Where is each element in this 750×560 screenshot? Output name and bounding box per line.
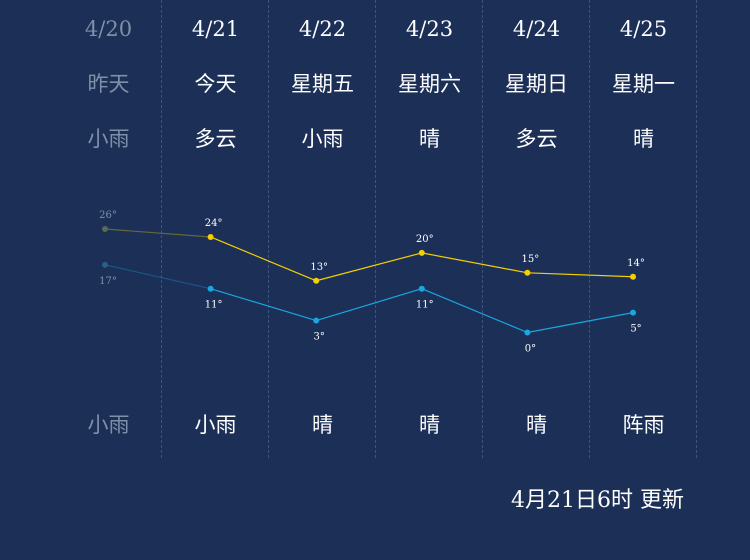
column-divider	[161, 0, 162, 458]
low-temp-label: 0°	[525, 344, 536, 355]
low-temp-point	[418, 285, 425, 292]
day-column: 4/21 今天 多云 小雨	[162, 0, 269, 458]
high-temp-point	[102, 226, 108, 233]
night-weather-label: 晴	[526, 413, 547, 437]
high-temp-label: 15°	[522, 254, 540, 265]
high-temp-line-segment	[210, 236, 317, 282]
low-temp-line-segment	[104, 264, 211, 290]
column-divider	[268, 0, 269, 458]
high-temp-label: 20°	[416, 234, 434, 245]
weekday-label: 星期日	[505, 72, 568, 96]
high-temp-point	[630, 273, 636, 280]
night-weather-label: 阵雨	[622, 413, 665, 437]
temperature-chart: 26° 24° 13° 20° 15° 14° 17° 11° 3° 11° 0° 5°	[99, 210, 645, 355]
date-label: 4/20	[84, 17, 133, 41]
day-weather-label: 多云	[515, 127, 558, 151]
low-temp-line-segment	[421, 288, 528, 334]
low-temp-label: 5°	[630, 324, 641, 335]
night-weather-label: 小雨	[194, 413, 237, 437]
high-temp-point	[313, 277, 320, 284]
day-column: 4/23 星期六 晴 晴	[376, 0, 483, 458]
high-temp-label: 13°	[310, 262, 328, 273]
day-weather-label: 晴	[419, 127, 440, 151]
low-temp-point	[524, 329, 531, 336]
date-label: 4/22	[298, 17, 347, 41]
weekday-label: 昨天	[87, 72, 130, 96]
date-label: 4/23	[405, 17, 454, 41]
low-temp-point	[630, 309, 636, 316]
day-column: 4/25 星期一 晴 阵雨	[590, 0, 697, 458]
high-temp-label: 26°	[99, 210, 117, 221]
weekday-label: 星期一	[612, 72, 675, 96]
weekday-label: 星期五	[291, 72, 354, 96]
high-temp-line-segment	[104, 228, 211, 238]
weekday-label: 今天	[194, 72, 237, 96]
day-weather-label: 多云	[194, 127, 237, 151]
low-temp-label: 17°	[99, 276, 117, 287]
column-divider	[589, 0, 590, 458]
low-temp-line-segment	[316, 288, 422, 322]
date-label: 4/21	[191, 17, 240, 41]
day-column: 4/20 昨天 小雨 小雨	[55, 0, 162, 458]
high-temp-label: 24°	[205, 218, 223, 229]
date-label: 4/25	[619, 17, 668, 41]
day-weather-label: 小雨	[87, 127, 130, 151]
update-time-label: 4月21日6时 更新	[511, 488, 684, 513]
night-weather-label: 小雨	[87, 413, 130, 437]
date-label: 4/24	[512, 17, 561, 41]
high-temp-label: 14°	[627, 258, 645, 269]
day-column: 4/24 星期日 多云 晴	[483, 0, 590, 458]
low-temp-label: 11°	[416, 300, 434, 311]
low-temp-point	[207, 285, 214, 292]
day-weather-label: 小雨	[301, 127, 344, 151]
high-temp-line-segment	[527, 272, 634, 278]
low-temp-label: 3°	[314, 332, 325, 343]
column-divider	[482, 0, 483, 458]
night-weather-label: 晴	[419, 413, 440, 437]
low-temp-label: 11°	[205, 300, 223, 311]
high-temp-line-segment	[421, 252, 528, 274]
day-column: 4/22 星期五 小雨 晴	[269, 0, 376, 458]
low-temp-point	[313, 317, 320, 324]
high-temp-point	[207, 233, 214, 240]
column-divider	[696, 0, 697, 458]
column-divider	[375, 0, 376, 458]
high-temp-point	[418, 249, 425, 256]
forecast-grid: 4/20 昨天 小雨 小雨 4/21 今天 多云 小雨 4/22 星期五 小雨 …	[55, 0, 697, 460]
low-temp-line-segment	[210, 288, 317, 322]
weekday-label: 星期六	[398, 72, 461, 96]
high-temp-line-segment	[316, 252, 422, 282]
high-temp-point	[524, 269, 531, 276]
low-temp-point	[102, 261, 108, 268]
low-temp-line-segment	[527, 312, 634, 334]
night-weather-label: 晴	[312, 413, 333, 437]
day-weather-label: 晴	[633, 127, 654, 151]
